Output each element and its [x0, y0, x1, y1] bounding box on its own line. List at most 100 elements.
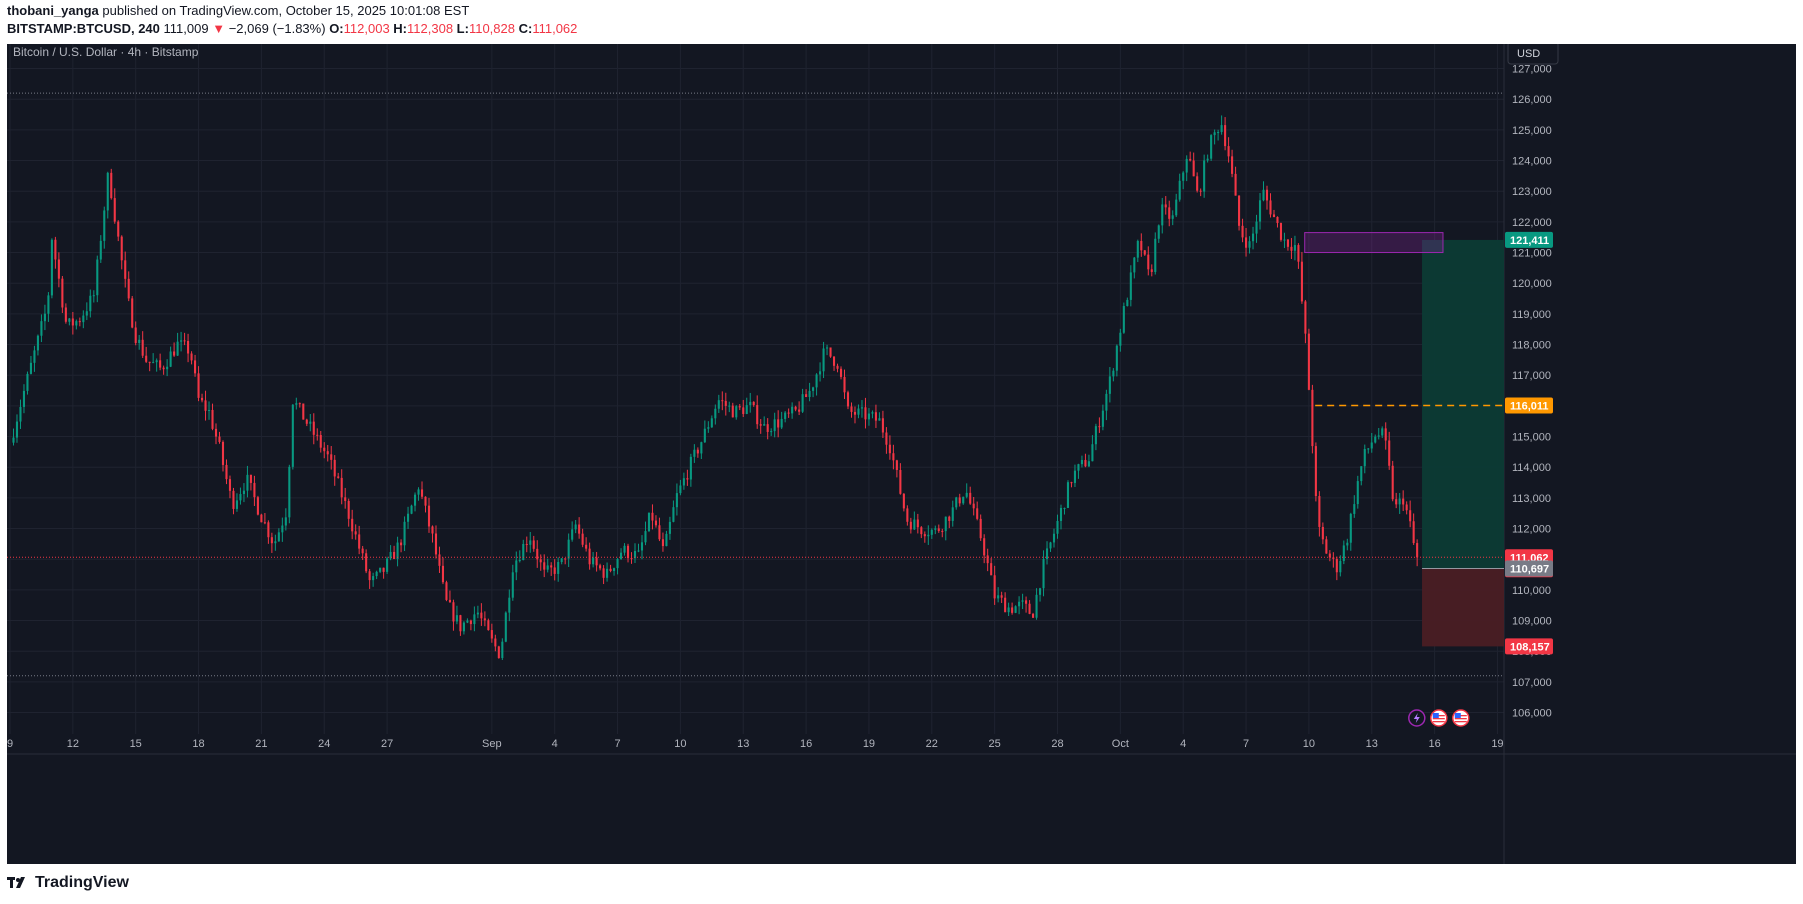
- candle-down: [1321, 526, 1324, 540]
- candle-up: [403, 521, 406, 546]
- change-value: −2,069 (−1.83%): [228, 21, 326, 36]
- candle-down: [351, 518, 354, 532]
- y-tick-label: 120,000: [1512, 278, 1552, 290]
- candle-up: [791, 406, 794, 414]
- price-axis-badge: [1505, 638, 1553, 655]
- price-chart[interactable]: 106,000107,000108,000109,000110,000111,0…: [7, 44, 1796, 864]
- candle-down: [211, 409, 214, 429]
- candle-up: [1049, 542, 1052, 549]
- candle-up: [47, 295, 50, 314]
- candle-down: [731, 405, 734, 418]
- candle-down: [829, 347, 832, 357]
- candle-up: [546, 565, 549, 570]
- candle-up: [1007, 607, 1010, 613]
- candle-down: [267, 522, 270, 538]
- candle-down: [1000, 595, 1003, 598]
- candle-down: [1192, 160, 1195, 177]
- candle-up: [180, 340, 183, 342]
- y-tick-label: 115,000: [1512, 432, 1551, 444]
- x-tick-label: Oct: [1112, 738, 1129, 750]
- candle-down: [899, 470, 902, 494]
- candle-up: [717, 400, 720, 409]
- candle-up: [878, 418, 881, 421]
- candle-up: [822, 348, 825, 372]
- candle-up: [668, 521, 671, 534]
- candle-down: [721, 400, 724, 402]
- candle-up: [672, 507, 675, 522]
- candle-up: [1080, 459, 1083, 465]
- candle-up: [965, 492, 968, 497]
- y-tick-label: 107,000: [1512, 677, 1552, 689]
- candle-down: [1276, 216, 1279, 224]
- candle-up: [1217, 132, 1220, 134]
- candle-down: [1004, 597, 1007, 613]
- candle-down: [330, 454, 333, 460]
- candle-down: [588, 548, 591, 565]
- y-tick-label: 110,000: [1512, 585, 1551, 597]
- close-value: 111,062: [532, 21, 578, 36]
- candle-down: [71, 318, 74, 326]
- candle-down: [696, 449, 699, 454]
- candle-up: [1377, 435, 1380, 437]
- candle-down: [941, 530, 944, 532]
- candle-up: [997, 595, 1000, 599]
- candle-down: [441, 565, 445, 583]
- candle-down: [1405, 504, 1408, 511]
- author-name[interactable]: thobani_yanga: [7, 3, 99, 18]
- candle-up: [1353, 504, 1356, 514]
- candle-up: [808, 390, 811, 397]
- open-label: O:: [329, 21, 344, 36]
- stop-loss-zone[interactable]: [1422, 568, 1504, 647]
- candle-up: [1059, 507, 1063, 521]
- candle-up: [1360, 466, 1363, 482]
- candle-up: [1381, 428, 1384, 436]
- price-axis-badge-text: 116,011: [1510, 401, 1549, 413]
- y-tick-label: 113,000: [1512, 493, 1551, 505]
- chart-panel[interactable]: 106,000107,000108,000109,000110,000111,0…: [7, 44, 1796, 864]
- candle-down: [661, 539, 664, 547]
- candle-up: [22, 390, 26, 407]
- candle-up: [155, 360, 158, 363]
- candle-up: [466, 620, 469, 623]
- x-tick-label: 13: [737, 738, 749, 750]
- currency-button[interactable]: [1507, 44, 1559, 65]
- candle-down: [1311, 389, 1314, 447]
- candle-down: [469, 620, 472, 625]
- candle-up: [511, 572, 514, 598]
- y-tick-label: 122,000: [1512, 217, 1552, 229]
- candle-down: [204, 400, 207, 411]
- supply-zone-rectangle[interactable]: [1304, 232, 1444, 254]
- candle-down: [756, 405, 759, 425]
- candle-up: [927, 534, 930, 537]
- candle-down: [1084, 459, 1087, 467]
- candle-down: [1025, 600, 1028, 604]
- candle-up: [1154, 238, 1157, 272]
- x-tick-label: 24: [318, 738, 330, 750]
- candle-down: [323, 447, 326, 452]
- candle-up: [1136, 240, 1139, 258]
- candle-up: [476, 612, 479, 615]
- candle-down: [759, 424, 762, 426]
- candle-down: [832, 356, 836, 366]
- candle-down: [218, 436, 221, 442]
- take-profit-zone[interactable]: [1422, 239, 1504, 569]
- candle-down: [302, 403, 305, 420]
- candle-down: [427, 505, 431, 527]
- candle-up: [379, 567, 382, 572]
- candle-up: [571, 529, 574, 540]
- candle-up: [508, 597, 511, 613]
- candle-down: [836, 365, 839, 369]
- candle-up: [1346, 542, 1349, 546]
- y-tick-label: 109,000: [1512, 616, 1552, 628]
- candle-up: [955, 497, 958, 508]
- candle-up: [1363, 448, 1366, 467]
- candle-down: [438, 554, 441, 566]
- flag-stripe: [1432, 718, 1445, 720]
- candle-down: [480, 612, 483, 619]
- candle-up: [89, 295, 92, 312]
- candle-up: [560, 558, 563, 563]
- tradingview-brand[interactable]: TradingView: [7, 874, 129, 892]
- candle-down: [1272, 214, 1276, 217]
- candle-up: [1342, 545, 1345, 561]
- candle-down: [525, 543, 528, 545]
